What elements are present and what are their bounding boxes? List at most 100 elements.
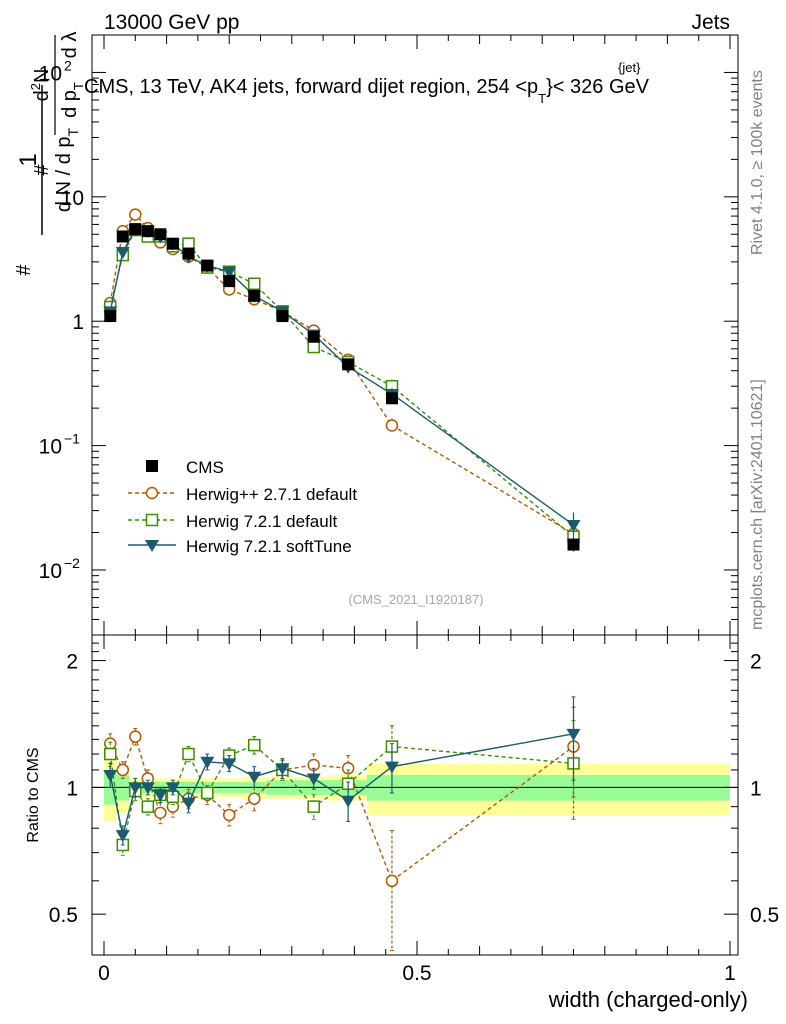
ratio-point-herwig_soft-9 — [247, 771, 262, 784]
ratio-point-herwig_default-6 — [182, 747, 195, 761]
main-point-cms-1 — [116, 230, 129, 243]
ratio-point-herwig_soft-4 — [153, 789, 168, 802]
ratio-series-herwig_soft — [103, 696, 581, 846]
y-tick-label-main-1: 10 — [39, 436, 62, 459]
legend-label-herwig-default: Herwig 7.2.1 default — [186, 512, 337, 531]
main-point-herwig_soft-8 — [222, 266, 237, 279]
legend-marker-herwig_soft — [145, 540, 159, 552]
ratio-point-herwig_default-11 — [307, 800, 320, 813]
ratio-uncertainty-bands — [104, 758, 730, 822]
main-point-cms-10 — [276, 310, 289, 323]
ratio-point-herwig_soft-6 — [181, 797, 196, 810]
y-tick-label-main-2: 1 — [72, 311, 84, 334]
ratio-point-herwig_default-7 — [201, 786, 214, 800]
ylabel-hash-a: # — [13, 264, 35, 276]
main-point-cms-11 — [307, 330, 320, 343]
ratio-point-herwigpp-1 — [116, 763, 130, 777]
y-tick-exp-main-1: −1 — [64, 431, 80, 447]
main-y-label-derivative: # d2N d pT d λ — [28, 32, 86, 176]
ratio-frame — [91, 634, 739, 956]
main-point-cms-9 — [248, 289, 261, 302]
main-point-herwigpp-13 — [385, 419, 399, 432]
y-tick-label-ratio-right-0: 0.5 — [750, 904, 779, 927]
mcplots-note: mcplots.cern.ch [arXiv:2401.10621] — [749, 379, 766, 630]
ratio-point-herwig_soft-11 — [306, 773, 321, 786]
ratio-point-herwig_default-0 — [104, 747, 117, 761]
ratio-point-herwigpp-12 — [341, 762, 355, 775]
y-tick-label-main-4: 10 — [39, 62, 62, 85]
x-axis-label: width (charged-only) — [548, 987, 748, 1012]
main-series-layer — [103, 208, 581, 554]
main-point-herwig_soft-14 — [566, 519, 581, 532]
ratio-point-herwigpp-8 — [222, 808, 236, 822]
y-tick-exp-main-4: 2 — [64, 57, 72, 73]
header-left: 13000 GeV pp — [104, 11, 239, 34]
ratio-series-herwigpp — [104, 706, 580, 951]
rivet-note: Rivet 4.1.0, ≥ 100k events — [749, 70, 766, 255]
y-tick-label-ratio-right-2: 2 — [750, 651, 762, 674]
main-point-cms-5 — [166, 237, 179, 250]
ratio-line-herwigpp — [109, 734, 574, 882]
legend-label-cms: CMS — [186, 458, 224, 477]
x-tick-label-1: 0.5 — [402, 962, 431, 985]
main-point-cms-0 — [104, 310, 117, 323]
y-tick-exp-main-0: −2 — [64, 555, 80, 571]
ratio-point-herwig_soft-0 — [103, 769, 118, 782]
main-point-cms-6 — [182, 247, 195, 260]
main-point-herwig_default-9 — [247, 277, 261, 291]
main-y-label: 1 # d N / d pT — [13, 85, 81, 276]
legend-label-herwigpp: Herwig++ 2.7.1 default — [186, 485, 357, 504]
main-series-cms — [104, 223, 580, 551]
main-point-cms-14 — [567, 538, 580, 551]
ratio-point-herwigpp-9 — [247, 792, 261, 805]
ratio-band-inner-0 — [104, 771, 117, 805]
main-point-cms-7 — [201, 259, 214, 272]
legend: CMS Herwig++ 2.7.1 default Herwig 7.2.1 … — [128, 458, 357, 556]
ratio-point-herwig_soft-5 — [165, 782, 180, 795]
main-point-cms-2 — [129, 223, 142, 236]
main-point-cms-12 — [342, 358, 355, 371]
main-point-herwig_soft-1 — [115, 247, 130, 260]
x-tick-label-2: 1 — [724, 962, 736, 985]
main-point-cms-8 — [223, 275, 236, 288]
y-tick-label-ratio-left-2: 2 — [66, 651, 78, 674]
plot-title-main: CMS, 13 TeV, AK4 jets, forward dijet reg… — [84, 76, 538, 98]
main-point-herwigpp-2 — [129, 208, 142, 221]
legend-marker-cms — [146, 460, 158, 472]
x-tick-label-0: 0 — [98, 962, 110, 985]
main-point-cms-3 — [141, 225, 154, 238]
plot-title-sub: T — [538, 91, 546, 106]
legend-marker-herwig_default — [145, 513, 159, 527]
y-tick-label-main-3: 10 — [61, 187, 84, 210]
main-point-cms-13 — [385, 392, 398, 405]
ratio-point-herwig_soft-8 — [222, 758, 237, 771]
y-tick-label-ratio-left-1: 1 — [66, 777, 78, 800]
legend-label-herwig-softtune: Herwig 7.2.1 softTune — [186, 537, 352, 556]
plot-title-end: }< 326 GeV — [546, 76, 650, 98]
y-tick-label-main-0: 10 — [39, 560, 62, 583]
ratio-series-layer — [103, 696, 581, 951]
ratio-point-herwig_soft-13 — [384, 761, 399, 774]
ratio-point-herwig_default-9 — [247, 738, 261, 752]
plot-title-sup: {jet} — [618, 60, 641, 75]
ylabel-dlambda: d λ — [59, 32, 81, 59]
ratio-point-herwig_soft-10 — [275, 763, 290, 776]
ylabel-d2n: d2N — [28, 69, 53, 102]
ylabel-one: 1 — [15, 153, 42, 166]
ylabel-hash-b: # — [31, 164, 53, 176]
header-right: Jets — [691, 11, 730, 34]
main-point-cms-4 — [154, 228, 167, 241]
y-tick-label-ratio-left-0: 0.5 — [49, 904, 78, 927]
analysis-watermark: (CMS_2021_I1920187) — [348, 592, 483, 607]
ratio-point-herwig_soft-2 — [128, 782, 143, 795]
ratio-y-label: Ratio to CMS — [25, 747, 42, 842]
ratio-point-herwig_soft-1 — [115, 830, 130, 843]
ylabel-denominator: d N / d pT — [53, 127, 81, 212]
ratio-point-herwigpp-4 — [154, 806, 167, 820]
ratio-line-herwig_default — [109, 744, 574, 846]
plot-title: CMS, 13 TeV, AK4 jets, forward dijet reg… — [84, 76, 650, 106]
ratio-point-herwig_soft-3 — [140, 782, 155, 795]
y-tick-label-ratio-right-1: 1 — [750, 777, 762, 800]
